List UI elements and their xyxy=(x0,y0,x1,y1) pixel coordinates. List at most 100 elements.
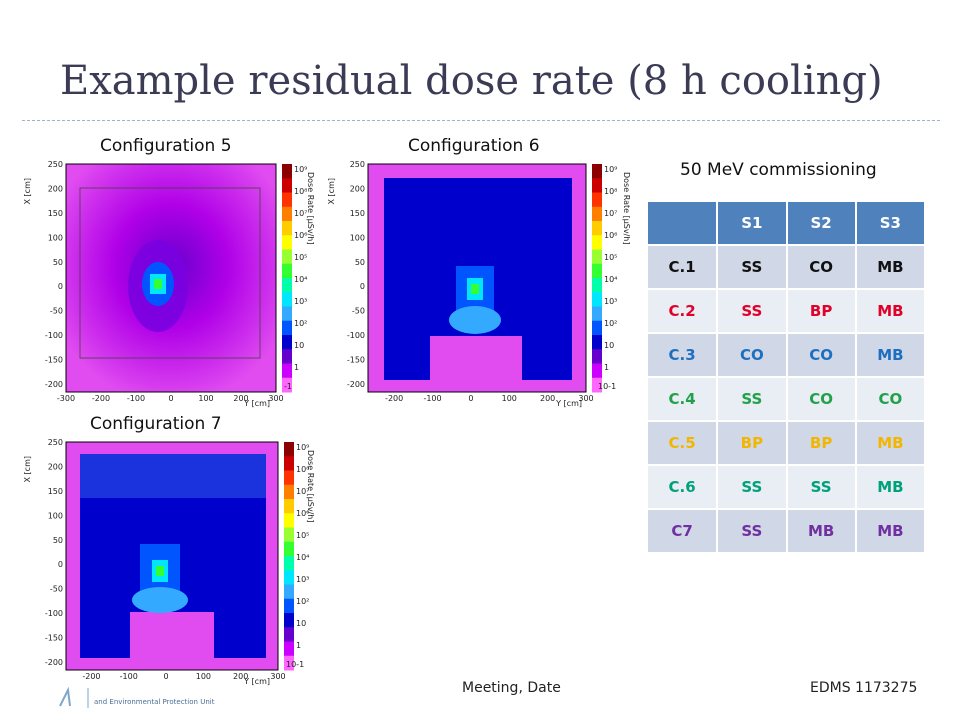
y-tick-label: 100 xyxy=(350,233,365,242)
material-cell: CO xyxy=(787,377,856,421)
colorbar-segment xyxy=(282,207,292,222)
colorbar-segment xyxy=(282,235,292,250)
colorbar: 10⁹ 10⁸ 10⁷ 10⁶ 10⁵ 10⁴ 10³ 10² 10 1 xyxy=(592,164,617,393)
colorbar-tick-label: 10³ xyxy=(604,297,617,306)
footer-document-id: EDMS 1173275 xyxy=(810,680,917,696)
colorbar: 10⁹ 10⁸ 10⁷ 10⁶ 10⁵ 10⁴ 10³ 10² 10 1 xyxy=(284,442,309,671)
colorbar-segment xyxy=(284,570,294,585)
colorbar-segment xyxy=(282,335,292,350)
y-tick-label: -50 xyxy=(50,307,63,316)
colorbar-segment xyxy=(592,207,602,222)
y-tick-label: 100 xyxy=(48,511,63,520)
material-cell: SS xyxy=(717,509,786,553)
material-cell: MB xyxy=(856,509,925,553)
y-tick-label: -150 xyxy=(45,634,63,643)
table-row: C.3 CO CO MB xyxy=(648,333,925,377)
colorbar-segment xyxy=(592,349,602,364)
colorbar-min-label: 10-1 xyxy=(598,382,616,391)
config-label-cell: C.6 xyxy=(648,465,717,509)
header-cell: S3 xyxy=(856,202,925,245)
dose-map-config-5: 10⁹ 10⁸ 10⁷ 10⁶ 10⁵ 10⁴ 10³ 10² 10 1 X [cm] Y [cm… xyxy=(18,158,318,408)
y-tick-label: 0 xyxy=(360,282,365,291)
colorbar-segment xyxy=(282,250,292,265)
table-row: C.1 SS CO MB xyxy=(648,245,925,289)
y-tick-label: -200 xyxy=(347,380,365,389)
y-axis-label: X [cm] xyxy=(327,178,336,204)
material-cell: BP xyxy=(787,421,856,465)
colorbar-segment xyxy=(282,178,292,193)
material-cell: SS xyxy=(787,465,856,509)
material-cell: BP xyxy=(717,421,786,465)
colorbar-tick-label: 10² xyxy=(294,319,307,328)
x-tick-label: -100 xyxy=(127,394,145,403)
material-cell: MB xyxy=(856,333,925,377)
y-tick-label: 50 xyxy=(53,258,63,267)
colorbar-segment xyxy=(284,471,294,486)
colorbar-segment xyxy=(592,321,602,336)
title-divider xyxy=(22,120,940,121)
footer-meeting-date: Meeting, Date xyxy=(462,680,561,696)
y-tick-label: -100 xyxy=(45,331,63,340)
colorbar-tick-label: 10⁹ xyxy=(294,165,307,174)
config-label-cell: C7 xyxy=(648,509,717,553)
logo-text: and Environmental Protection Unit xyxy=(94,698,215,706)
y-tick-label: -50 xyxy=(352,307,365,316)
colorbar-segment xyxy=(282,264,292,279)
colorbar-segment xyxy=(282,164,292,179)
colorbar-segment xyxy=(592,264,602,279)
colorbar-segment xyxy=(284,528,294,543)
colorbar-tick-label: 1 xyxy=(296,641,301,650)
source-marker xyxy=(154,279,162,289)
colorbar-segment xyxy=(284,585,294,600)
y-tick-label: 150 xyxy=(48,209,63,218)
colorbar-tick-label: 10³ xyxy=(294,297,307,306)
colorbar-tick-label: 10 xyxy=(604,341,614,350)
material-cell: SS xyxy=(717,465,786,509)
x-tick-label: -100 xyxy=(120,672,138,681)
x-tick-label: 100 xyxy=(502,394,517,403)
material-cell: MB xyxy=(856,289,925,333)
material-cell: SS xyxy=(717,245,786,289)
colorbar-tick-label: 10 xyxy=(294,341,304,350)
y-tick-label: -200 xyxy=(45,380,63,389)
material-cell: SS xyxy=(717,377,786,421)
slide-title: Example residual dose rate (8 h cooling) xyxy=(60,58,940,104)
table-row: C.4 SS CO CO xyxy=(648,377,925,421)
colorbar-tick-label: 10⁸ xyxy=(294,187,307,196)
header-cell: S1 xyxy=(717,202,786,245)
colorbar-segment xyxy=(284,613,294,628)
config-label-cell: C.3 xyxy=(648,333,717,377)
x-tick-label: -200 xyxy=(92,394,110,403)
config-label-cell: C.2 xyxy=(648,289,717,333)
colorbar-tick-label: 10⁴ xyxy=(296,553,309,562)
colorbar-tick-label: 10⁶ xyxy=(294,231,307,240)
colorbar-segment xyxy=(282,307,292,322)
y-tick-label: -50 xyxy=(50,585,63,594)
colorbar-segment xyxy=(282,193,292,208)
colorbar-tick-label: 10⁵ xyxy=(604,253,617,262)
colorbar-segment xyxy=(282,364,292,379)
colorbar-segment xyxy=(284,642,294,657)
plot-caption-config-7: Configuration 7 xyxy=(90,414,222,434)
y-axis-label: X [cm] xyxy=(23,178,32,204)
colorbar-segment xyxy=(282,278,292,293)
y-axis-label: X [cm] xyxy=(23,456,32,482)
x-tick-label: 200 xyxy=(233,394,248,403)
x-tick-label: -200 xyxy=(385,394,403,403)
x-tick-label: -100 xyxy=(423,394,441,403)
source-marker xyxy=(156,566,164,576)
y-tick-label: 50 xyxy=(355,258,365,267)
table-row: C.5 BP BP MB xyxy=(648,421,925,465)
colorbar-label: Dose Rate [µSv/h] xyxy=(306,172,315,244)
table-header-row: S1 S2 S3 xyxy=(648,202,925,245)
y-tick-label: -100 xyxy=(347,331,365,340)
colorbar-tick-label: 10⁵ xyxy=(294,253,307,262)
colorbar-segment xyxy=(284,513,294,528)
material-cell: MB xyxy=(787,509,856,553)
table-subtitle: 50 MeV commissioning xyxy=(680,160,877,180)
colorbar-segment xyxy=(282,221,292,236)
organization-logo: and Environmental Protection Unit xyxy=(58,684,248,710)
colorbar-tick-label: 1 xyxy=(604,363,609,372)
colorbar-tick-label: 10⁵ xyxy=(296,531,309,540)
colorbar-segment xyxy=(592,335,602,350)
